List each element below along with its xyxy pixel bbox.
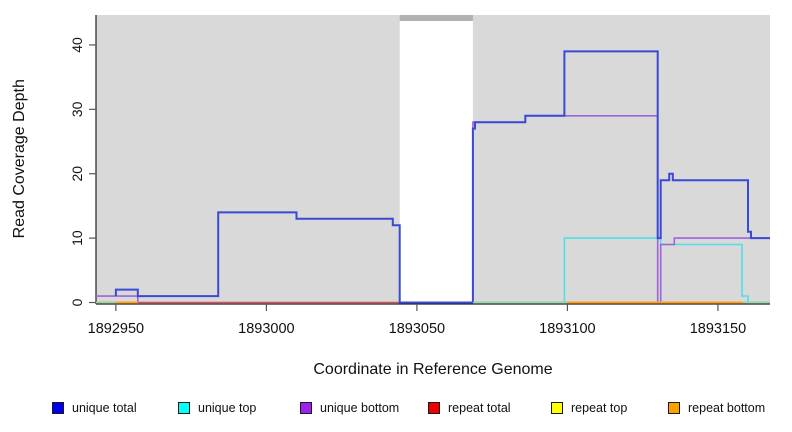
gap-band [399,21,473,304]
coverage-plot-canvas: 0 10 20 30 40 1892950 1893000 1893050 1893100 189… [11,15,770,378]
x-tick-label: 1893100 [539,321,595,337]
legend-label: unique top [198,401,257,415]
legend-item-unique-total: unique total [52,396,137,420]
y-tick-label: 0 [69,298,85,306]
legend-label: unique total [72,401,137,415]
x-axis-label: Coordinate in Reference Genome [313,361,552,378]
legend-label: repeat bottom [688,401,766,415]
legend-swatch-repeat-top [551,402,563,414]
legend-swatch-unique-total [52,402,64,414]
x-tick-label: 1893150 [690,321,746,337]
legend-swatch-unique-bottom [300,402,312,414]
legend-item-repeat-bottom: repeat bottom [668,396,765,420]
series-unique-top [472,237,770,304]
series-unique-total [114,50,770,304]
legend-item-repeat-total: repeat total [428,396,511,420]
legend-label: repeat top [571,401,628,415]
x-tick-label: 1892950 [88,321,144,337]
legend-swatch-unique-top [178,402,190,414]
legend-item-repeat-top: repeat top [551,396,627,420]
x-tick-label: 1893000 [238,321,294,337]
y-tick-label: 30 [69,101,85,117]
y-tick-label: 40 [69,37,85,53]
x-tick-label: 1893050 [389,321,445,337]
legend: unique total unique top unique bottom re… [0,396,792,424]
legend-label: unique bottom [320,401,400,415]
legend-item-unique-bottom: unique bottom [300,396,399,420]
legend-swatch-repeat-total [428,402,440,414]
gap-band-cap [399,15,473,21]
y-tick-label: 20 [69,166,85,182]
legend-item-unique-top: unique top [178,396,256,420]
y-tick-label: 10 [69,230,85,246]
y-axis-label: Read Coverage Depth [11,79,28,238]
legend-label: repeat total [448,401,511,415]
legend-swatch-repeat-bottom [668,402,680,414]
